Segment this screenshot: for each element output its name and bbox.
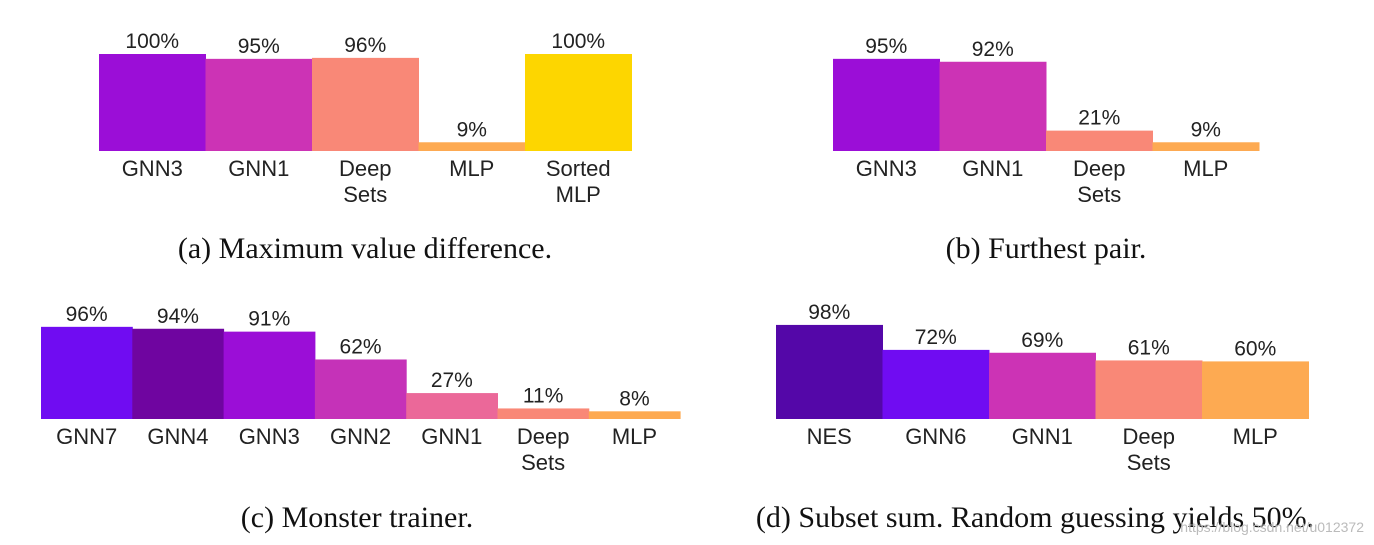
value-label-c-gnn4: 94% [157, 305, 199, 328]
caption-b: (b) Furthest pair. [946, 232, 1147, 265]
bar-c-gnn1 [406, 393, 498, 419]
category-label-a-mlp: MLP [449, 156, 494, 181]
bar-a-gnn1 [205, 58, 313, 151]
category-label-c-gnn7: GNN7 [56, 424, 117, 449]
value-label-d-nes: 98% [808, 301, 850, 324]
category-label-b-gnn3: GNN3 [856, 156, 917, 181]
category-label-c-gnn3: GNN3 [239, 424, 300, 449]
value-label-a-gnn1: 95% [238, 35, 280, 58]
bar-a-sorted-mlp [525, 54, 632, 151]
value-label-b-gnn1: 92% [972, 38, 1014, 61]
value-label-c-gnn2: 62% [340, 335, 382, 358]
bar-c-gnn4 [132, 328, 225, 419]
watermark-text: https://blog.csdn.net/u012372 [1180, 519, 1364, 535]
bar-d-nes [776, 324, 883, 419]
value-label-b-mlp: 9% [1191, 118, 1221, 141]
category-label-c-gnn1: GNN1 [421, 424, 482, 449]
category-label-c-deep-sets: Deep Sets [517, 424, 570, 475]
value-label-d-deep-sets: 61% [1128, 336, 1170, 359]
category-label-d-gnn6: GNN6 [905, 424, 966, 449]
value-label-a-deep-sets: 96% [344, 34, 386, 57]
value-label-a-gnn3: 100% [125, 30, 179, 53]
category-label-c-gnn2: GNN2 [330, 424, 391, 449]
bar-b-mlp [1152, 142, 1260, 151]
panel-d-subset-sum: 98% NES 72% GNN6 69% GNN1 61% Deep Sets 60% MLP [776, 301, 1309, 475]
category-label-b-gnn1: GNN1 [962, 156, 1023, 181]
value-label-b-deep-sets: 21% [1078, 107, 1120, 130]
category-label-a-deep-sets: Deep Sets [339, 156, 392, 207]
value-label-d-mlp: 60% [1234, 337, 1276, 360]
value-label-c-mlp: 8% [619, 387, 649, 410]
value-label-a-sorted-mlp: 100% [551, 30, 605, 53]
category-label-c-gnn4: GNN4 [147, 424, 208, 449]
bar-c-mlp [588, 411, 681, 419]
category-label-b-deep-sets: Deep Sets [1073, 156, 1126, 207]
category-label-d-nes: NES [807, 424, 852, 449]
category-label-c-mlp: MLP [612, 424, 657, 449]
caption-c: (c) Monster trainer. [241, 501, 473, 534]
bar-a-deep-sets [312, 57, 419, 151]
panel-c-monster-trainer: 96% GNN7 94% GNN4 91% GNN3 62% GNN2 27% GNN1 11% De… [41, 303, 681, 475]
caption-a: (a) Maximum value difference. [178, 232, 552, 265]
value-label-d-gnn1: 69% [1021, 329, 1063, 352]
category-label-d-mlp: MLP [1233, 424, 1278, 449]
bar-d-mlp [1202, 361, 1309, 419]
bar-c-deep-sets [497, 408, 590, 419]
bar-c-gnn2 [314, 359, 407, 419]
value-label-d-gnn6: 72% [915, 326, 957, 349]
category-label-d-deep-sets: Deep Sets [1122, 424, 1175, 475]
bar-d-gnn1 [989, 352, 1096, 419]
panel-a-maximum-value-difference: 100% GNN3 95% GNN1 96% Deep Sets 9% MLP 100% Sorte… [99, 30, 632, 207]
bar-d-deep-sets [1095, 360, 1203, 419]
panel-b-furthest-pair: 95% GNN3 92% GNN1 21% Deep Sets 9% MLP [833, 35, 1260, 207]
category-label-a-gnn3: GNN3 [122, 156, 183, 181]
category-label-a-gnn1: GNN1 [228, 156, 289, 181]
category-label-a-sorted-mlp: Sorted MLP [546, 156, 611, 207]
category-label-b-mlp: MLP [1183, 156, 1228, 181]
bar-a-gnn3 [99, 54, 206, 151]
bar-b-gnn1 [939, 61, 1047, 152]
value-label-c-gnn1: 27% [431, 369, 473, 392]
caption-d: (d) Subset sum. Random guessing yields 5… [756, 501, 1314, 534]
value-label-b-gnn3: 95% [865, 35, 907, 58]
bar-a-mlp [418, 142, 526, 151]
value-label-a-mlp: 9% [457, 118, 487, 141]
bar-c-gnn3 [223, 331, 316, 419]
value-label-c-deep-sets: 11% [523, 384, 563, 407]
bar-b-gnn3 [833, 58, 940, 151]
bar-b-deep-sets [1046, 130, 1153, 151]
bar-d-gnn6 [882, 349, 990, 419]
value-label-c-gnn3: 91% [248, 308, 290, 331]
category-label-d-gnn1: GNN1 [1012, 424, 1073, 449]
bar-c-gnn7 [41, 326, 133, 419]
value-label-c-gnn7: 96% [66, 303, 108, 326]
